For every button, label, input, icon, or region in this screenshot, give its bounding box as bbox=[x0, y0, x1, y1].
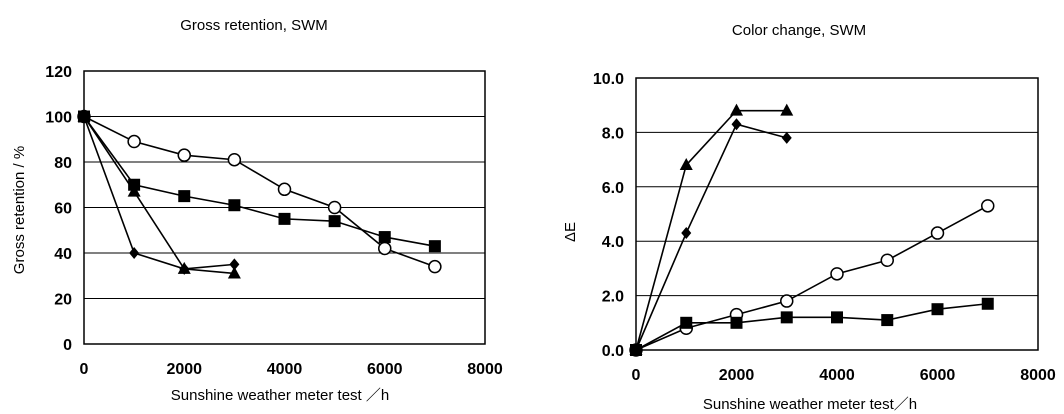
data-point-filled-square bbox=[178, 190, 191, 203]
data-point-filled-square bbox=[278, 212, 291, 225]
data-point-filled-triangle bbox=[127, 184, 141, 197]
x-tick-label: 2000 bbox=[719, 367, 755, 384]
data-point-filled-square bbox=[680, 316, 693, 329]
chart-title: Color change, SWM bbox=[732, 22, 866, 39]
data-point-open-circle bbox=[780, 294, 794, 308]
gross-retention-chart: 0 20 40 60 80 100 120 0 2000 4000 6000 8000 Gross r… bbox=[11, 17, 503, 404]
data-point-filled-triangle bbox=[227, 266, 241, 279]
series-line-filled-square bbox=[83, 116, 436, 247]
data-point-open-circle bbox=[880, 253, 894, 267]
x-tick-label: 6000 bbox=[920, 367, 956, 384]
y-tick-label: 0 bbox=[63, 337, 72, 354]
y-axis-label: ΔE bbox=[562, 222, 579, 242]
data-point-filled-triangle bbox=[730, 103, 743, 116]
data-point-filled-square bbox=[780, 311, 793, 324]
data-point-filled-diamond bbox=[179, 262, 190, 275]
x-tick-label: 4000 bbox=[819, 367, 855, 384]
y-tick-label: 6.0 bbox=[602, 180, 624, 197]
x-tick-label: 4000 bbox=[267, 361, 303, 378]
data-point-filled-triangle bbox=[780, 103, 794, 116]
data-point-filled-diamond bbox=[631, 344, 641, 356]
y-tick-label: 100 bbox=[45, 110, 72, 127]
y-tick-label: 2.0 bbox=[602, 289, 624, 306]
data-point-filled-diamond bbox=[229, 258, 240, 271]
y-tick-label: 40 bbox=[54, 246, 72, 263]
y-tick-label: 8.0 bbox=[602, 125, 624, 142]
data-point-filled-square bbox=[981, 297, 994, 310]
data-point-open-circle bbox=[327, 200, 342, 215]
data-point-filled-diamond bbox=[781, 131, 792, 144]
data-point-filled-square bbox=[730, 316, 743, 329]
y-tick-label: 80 bbox=[54, 155, 72, 172]
data-point-open-circle bbox=[277, 182, 292, 197]
data-point-filled-square bbox=[881, 314, 894, 327]
data-point-filled-square bbox=[931, 303, 944, 316]
data-point-open-circle bbox=[930, 226, 945, 240]
series-line-open-circle bbox=[83, 115, 436, 268]
y-axis-label: Gross retention / % bbox=[11, 146, 28, 274]
data-point-open-circle bbox=[981, 199, 995, 213]
series-line-open-circle bbox=[635, 205, 989, 351]
x-tick-label: 8000 bbox=[1020, 367, 1056, 384]
color-change-chart: 0.0 2.0 4.0 6.0 8.0 10.0 0 2000 4000 6000 8000 Col… bbox=[562, 22, 1056, 413]
plot-frame bbox=[635, 77, 1039, 351]
y-tick-label: 10.0 bbox=[593, 71, 624, 88]
series-line-filled-triangle bbox=[635, 109, 787, 351]
x-axis-label: Sunshine weather meter test ／h bbox=[171, 387, 389, 404]
series-line-filled-square bbox=[635, 302, 988, 351]
data-point-open-circle bbox=[127, 134, 141, 149]
y-tick-label: 4.0 bbox=[602, 234, 624, 251]
data-point-open-circle bbox=[378, 241, 392, 256]
x-tick-label: 6000 bbox=[367, 361, 403, 378]
data-point-filled-square bbox=[378, 231, 391, 244]
data-point-filled-diamond bbox=[731, 118, 742, 131]
data-point-open-circle bbox=[830, 267, 844, 281]
data-point-filled-square bbox=[328, 215, 341, 228]
series-line-filled-triangle bbox=[83, 116, 235, 275]
series-line-filled-diamond bbox=[635, 123, 787, 351]
data-point-open-circle bbox=[177, 148, 191, 162]
data-point-open-circle bbox=[428, 259, 442, 274]
y-tick-label: 20 bbox=[54, 292, 72, 309]
data-point-filled-diamond bbox=[681, 227, 692, 240]
plot-frame bbox=[83, 70, 486, 345]
y-tick-label: 60 bbox=[54, 201, 72, 218]
x-tick-label: 0 bbox=[632, 367, 641, 384]
data-point-filled-square bbox=[428, 240, 441, 253]
y-tick-label: 0.0 bbox=[602, 343, 624, 360]
data-point-filled-diamond bbox=[129, 247, 140, 259]
y-tick-label: 120 bbox=[45, 64, 72, 81]
data-point-open-circle bbox=[227, 152, 242, 167]
data-point-filled-square bbox=[831, 311, 843, 324]
data-point-filled-square bbox=[228, 199, 241, 212]
series-line-filled-diamond bbox=[83, 116, 235, 270]
data-point-filled-triangle bbox=[679, 158, 693, 171]
x-tick-label: 0 bbox=[80, 361, 89, 378]
x-tick-label: 2000 bbox=[166, 361, 202, 378]
x-tick-label: 8000 bbox=[467, 361, 503, 378]
chart-title: Gross retention, SWM bbox=[180, 17, 328, 34]
x-axis-label: Sunshine weather meter test／h bbox=[703, 396, 917, 413]
data-point-filled-diamond bbox=[79, 110, 89, 123]
